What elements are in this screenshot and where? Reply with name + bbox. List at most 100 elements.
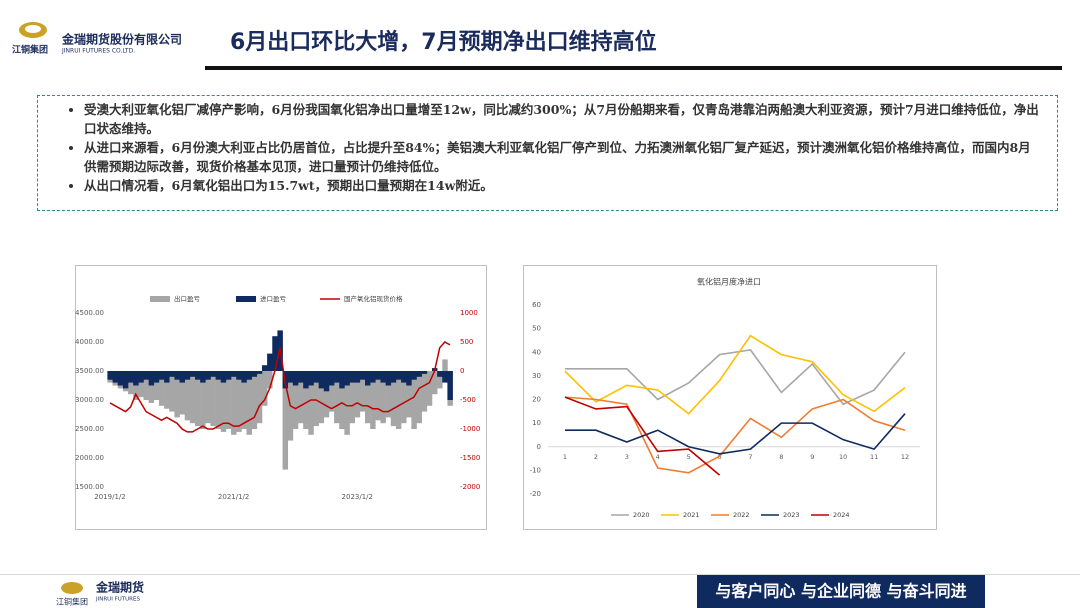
- y2-tick-label: 500: [460, 338, 473, 346]
- area-column: [169, 371, 175, 377]
- area-column: [195, 371, 201, 427]
- bullet-list: 受澳大利亚氧化铝厂减停产影响，6月份我国氧化铝净出口量增至12w，同比减约300…: [64, 101, 1043, 196]
- area-column: [241, 371, 247, 429]
- area-column: [421, 371, 428, 412]
- area-column: [143, 371, 149, 400]
- area-column: [251, 371, 258, 377]
- area-column: [148, 371, 155, 386]
- footer-group: 江铜集团: [56, 597, 88, 607]
- bullet: 受澳大利亚氧化铝厂减停产影响，6月份我国氧化铝净出口量增至12w，同比减约300…: [84, 101, 1043, 138]
- area-column: [354, 371, 361, 383]
- area-column: [370, 371, 376, 383]
- area-column: [210, 371, 216, 377]
- area-column: [339, 371, 345, 389]
- line-series: [109, 341, 451, 433]
- area-column: [184, 371, 191, 421]
- area-column: [308, 371, 314, 386]
- area-column: [390, 371, 397, 383]
- area-column: [292, 371, 299, 429]
- footer-rule: [0, 574, 1080, 575]
- area-column: [174, 371, 180, 418]
- bullet: 从出口情况看，6月氧化铝出口为15.7wt，预期出口量预期在14w附近。: [84, 177, 1043, 196]
- area-column: [344, 371, 350, 386]
- area-column: [189, 371, 196, 377]
- x-tick-label: 11: [870, 453, 878, 461]
- area-column: [122, 371, 129, 389]
- area-column: [313, 371, 319, 383]
- area-column: [313, 371, 319, 427]
- area-column: [225, 371, 232, 429]
- area-column: [406, 371, 412, 418]
- area-column: [184, 371, 191, 380]
- x-tick-label: 12: [901, 453, 909, 461]
- area-column: [380, 371, 386, 383]
- area-column: [153, 371, 160, 383]
- area-column: [411, 371, 417, 380]
- area-column: [210, 371, 216, 427]
- y-tick-label: 10: [532, 419, 541, 427]
- area-column: [231, 371, 237, 377]
- x-tick-label: 2: [594, 453, 598, 461]
- area-column: [215, 371, 222, 380]
- area-column: [179, 371, 185, 415]
- area-column: [148, 371, 155, 403]
- area-column: [334, 371, 340, 383]
- area-column: [431, 371, 438, 395]
- group-name: 江铜集团: [12, 44, 48, 56]
- area-column: [426, 371, 433, 406]
- x-tick-label: 2023/1/2: [342, 493, 373, 501]
- area-column: [437, 371, 443, 377]
- area-column: [328, 371, 335, 386]
- area-column: [395, 371, 402, 380]
- area-column: [153, 371, 160, 400]
- area-column: [411, 371, 417, 429]
- area-column: [256, 371, 263, 424]
- y-tick-label: 2000.00: [75, 454, 104, 462]
- company-name: 金瑞期货股份有限公司: [61, 32, 182, 47]
- line-series: [564, 396, 721, 476]
- area-column: [195, 371, 201, 380]
- area-column: [385, 371, 392, 418]
- area-column: [261, 371, 268, 406]
- area-column: [416, 371, 422, 424]
- y2-tick-label: -2000: [460, 483, 480, 491]
- x-tick-label: 10: [839, 453, 847, 461]
- area-column: [416, 371, 422, 377]
- area-column: [344, 371, 350, 435]
- area-column: [164, 371, 170, 383]
- area-column: [267, 371, 273, 389]
- y-tick-label: 40: [532, 348, 541, 356]
- area-column: [251, 371, 258, 429]
- area-column: [133, 371, 139, 386]
- area-column: [334, 371, 340, 424]
- area-column: [220, 371, 227, 383]
- legend-swatch: [150, 296, 170, 302]
- area-column: [370, 371, 376, 429]
- area-column: [117, 371, 124, 386]
- chart-title: 氧化铝月度净进口: [697, 277, 761, 287]
- area-column: [287, 371, 294, 383]
- footer-logo-icon: [61, 582, 83, 594]
- area-column: [318, 371, 325, 424]
- area-column: [339, 371, 345, 429]
- legend-label: 2023: [783, 511, 800, 519]
- area-column: [323, 371, 330, 392]
- area-column: [205, 371, 211, 424]
- footer-brand: 金瑞期货: [95, 580, 144, 595]
- x-tick-label: 7: [748, 453, 752, 461]
- x-tick-label: 2019/1/2: [94, 493, 125, 501]
- area-column: [395, 371, 402, 429]
- x-tick-label: 8: [779, 453, 783, 461]
- area-column: [401, 371, 407, 383]
- area-column: [246, 371, 252, 380]
- y-tick-label: 3000.00: [75, 396, 104, 404]
- slide-title: 6月出口环比大增，7月预期净出口维持高位: [230, 29, 657, 55]
- area-column: [158, 371, 165, 380]
- y-tick-label: 2500.00: [75, 425, 104, 433]
- area-column: [323, 371, 330, 418]
- logo: [19, 22, 47, 38]
- area-column: [138, 371, 144, 398]
